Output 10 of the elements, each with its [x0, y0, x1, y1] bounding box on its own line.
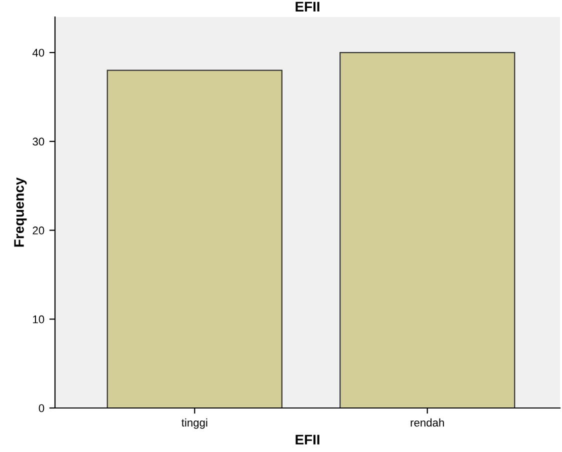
y-tick-label: 40 — [32, 48, 44, 57]
y-tick-label: 20 — [32, 226, 44, 234]
y-tick-label: 0 — [38, 404, 44, 412]
y-axis-title: Frequency — [14, 177, 27, 247]
x-axis-title: EFII — [296, 434, 320, 444]
x-tick-label: tinggi — [182, 418, 208, 429]
y-tick-label: 30 — [32, 138, 44, 146]
x-tick-label: rendah — [410, 418, 444, 427]
chart-title: EFII — [296, 2, 320, 12]
y-tick-label: 10 — [33, 315, 44, 324]
